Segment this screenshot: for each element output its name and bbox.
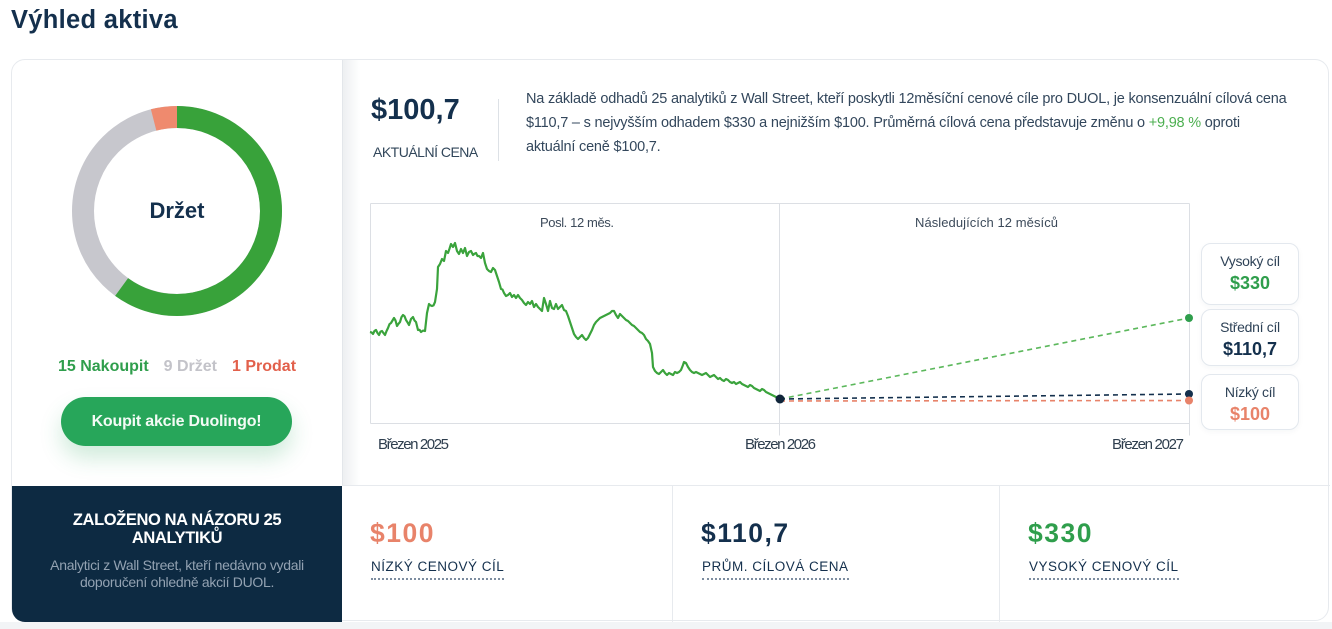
svg-text:Březen 2026: Březen 2026 — [745, 436, 816, 453]
svg-text:Následujících 12 měsíců: Následujících 12 měsíců — [915, 215, 1058, 230]
svg-text:Březen 2027: Březen 2027 — [1112, 436, 1184, 453]
svg-text:Posl. 12 měs.: Posl. 12 měs. — [540, 215, 614, 230]
svg-text:Březen 2025: Březen 2025 — [378, 436, 449, 453]
